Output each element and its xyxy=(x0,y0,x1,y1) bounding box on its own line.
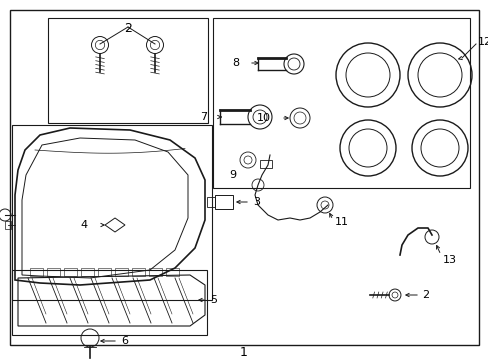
Bar xyxy=(260,160,271,168)
Bar xyxy=(81,268,94,276)
Bar xyxy=(165,268,179,276)
Bar xyxy=(47,268,60,276)
Bar xyxy=(132,268,145,276)
Bar xyxy=(12,125,212,300)
Bar xyxy=(98,268,111,276)
Text: 13: 13 xyxy=(442,255,456,265)
Text: 9: 9 xyxy=(229,170,236,180)
Bar xyxy=(213,18,469,188)
Bar xyxy=(149,268,162,276)
Text: 3: 3 xyxy=(252,197,260,207)
Text: 2: 2 xyxy=(421,290,428,300)
Text: 7: 7 xyxy=(200,112,206,122)
Text: 8: 8 xyxy=(231,58,239,68)
Text: 12: 12 xyxy=(477,37,488,47)
Bar xyxy=(30,268,43,276)
Bar xyxy=(12,270,206,335)
Text: 4: 4 xyxy=(81,220,88,230)
Text: 5: 5 xyxy=(209,295,217,305)
Text: 1: 1 xyxy=(240,346,247,359)
Text: 6: 6 xyxy=(121,336,128,346)
Text: 11: 11 xyxy=(334,217,348,227)
Bar xyxy=(115,268,128,276)
Bar xyxy=(215,195,232,209)
Bar xyxy=(48,18,207,123)
Text: 2: 2 xyxy=(124,22,132,35)
Text: 10: 10 xyxy=(257,113,270,123)
Bar xyxy=(64,268,77,276)
Bar xyxy=(206,197,215,207)
Bar xyxy=(5,221,11,229)
